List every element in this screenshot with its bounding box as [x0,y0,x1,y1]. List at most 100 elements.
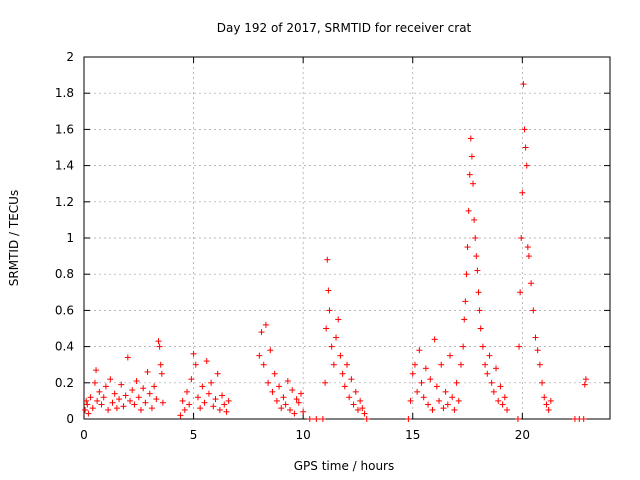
data-point [436,397,443,404]
y-tick-label: 1.6 [55,122,74,136]
data-point [223,408,230,415]
data-point [201,399,208,406]
data-point [111,390,118,397]
data-point [472,235,479,241]
data-point [190,350,197,357]
data-point [256,352,263,359]
data-point [422,365,429,372]
data-point [156,343,163,350]
data-point [225,397,232,404]
data-point [269,388,276,395]
data-point [335,316,342,323]
data-point [438,361,445,368]
data-point [493,365,500,372]
data-point [148,405,155,412]
data-point [444,401,451,408]
data-point [100,394,107,401]
data-point [503,406,510,413]
data-point [199,383,206,390]
data-point [280,394,287,401]
data-point [429,406,436,413]
data-point [87,394,94,401]
y-tick-label: 0.4 [55,340,74,354]
data-point [475,289,482,296]
data-point [221,401,228,408]
data-point [488,379,495,386]
data-point [447,352,454,359]
data-point [530,307,537,314]
data-point [519,189,526,196]
data-point [140,385,147,392]
data-point [470,180,477,187]
data-point [344,361,350,368]
data-point [427,376,434,383]
data-point [82,406,89,413]
data-point [265,379,272,386]
data-point [208,379,215,386]
data-point [300,408,307,415]
data-point [93,367,100,374]
data-points [82,81,589,422]
data-point [157,361,164,368]
data-point [295,399,302,406]
data-point [490,388,497,395]
data-point [137,406,144,413]
data-point [359,405,366,412]
data-point [89,405,96,412]
x-tick-label: 20 [515,428,530,442]
data-point [192,361,199,368]
data-point [271,370,278,377]
data-point [348,376,355,383]
data-point [420,394,427,401]
data-point [521,126,528,133]
data-point [131,401,138,408]
data-point [184,388,191,395]
data-point [471,216,478,223]
x-tick-label: 5 [190,428,198,442]
data-point [476,307,483,314]
data-point [516,343,523,350]
data-point [297,390,304,397]
data-point [457,361,464,368]
data-point [105,406,112,413]
data-point [541,394,548,401]
data-point [460,343,467,350]
data-point [210,403,217,410]
data-point [522,144,529,151]
data-point [287,406,294,413]
data-point [96,388,103,395]
data-point [102,383,109,390]
x-tick-label: 0 [80,428,88,442]
data-point [463,271,470,278]
data-point [293,396,300,403]
data-point [153,396,160,403]
y-tick-label: 0 [66,412,74,426]
data-point [486,352,493,359]
data-point [361,410,368,417]
y-tick-label: 0.8 [55,267,74,281]
data-point [582,376,589,383]
data-point [418,379,425,386]
data-point [278,405,285,412]
data-point [306,416,313,422]
data-point [357,397,364,404]
data-point [455,397,462,404]
data-point [333,334,340,341]
data-point [133,377,140,384]
data-point [258,329,265,336]
data-point [337,352,344,359]
data-point [177,412,184,419]
data-point [109,399,116,406]
data-point [339,370,346,377]
data-point [142,399,149,406]
data-point [181,406,188,413]
data-point [534,347,541,354]
data-point [524,244,531,251]
data-point [188,376,195,383]
data-point [319,416,326,422]
data-point [284,377,291,384]
data-point [151,383,158,390]
data-point [146,390,153,397]
data-point [323,325,330,332]
